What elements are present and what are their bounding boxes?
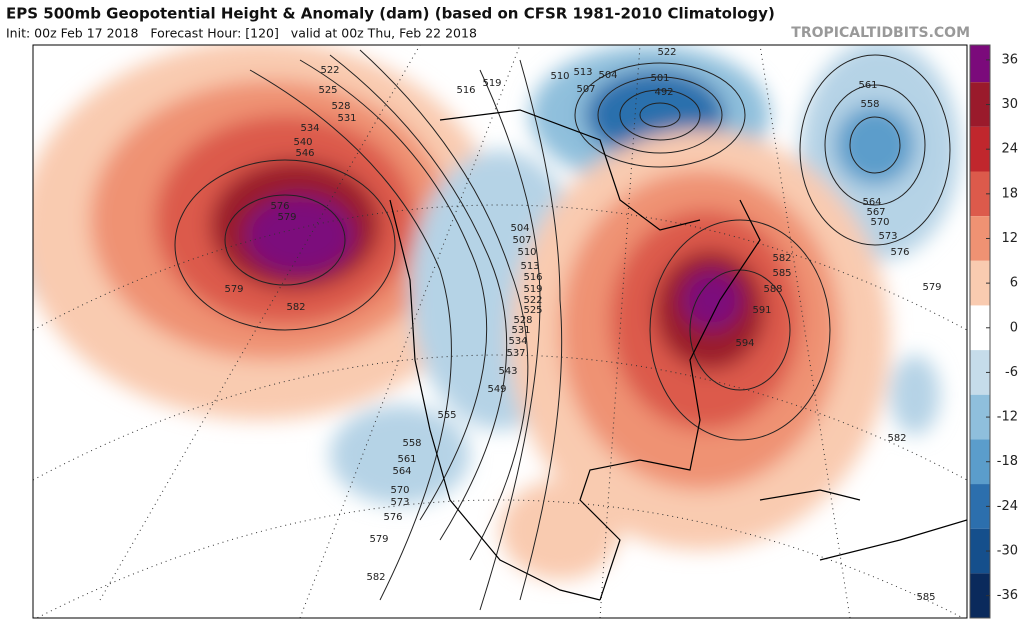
colorbar-segment — [970, 126, 990, 172]
contour-label: 582 — [366, 572, 385, 583]
contour-label: 534 — [300, 123, 319, 134]
colorbar-segment — [970, 484, 990, 529]
contour-label: 516 — [523, 272, 542, 283]
contour-label: 564 — [862, 197, 881, 208]
colorbar-tick-label: 18 — [1001, 186, 1018, 201]
contour-label: 510 — [550, 71, 569, 82]
contour-label: 582 — [772, 253, 791, 264]
colorbar-tick-label: -18 — [997, 454, 1018, 469]
colorbar-segment — [970, 305, 990, 351]
contour-label: 576 — [890, 247, 909, 258]
colorbar-tick-label: -12 — [997, 410, 1018, 425]
contour-label: 528 — [331, 101, 350, 112]
contour-label: 531 — [337, 113, 356, 124]
subtitle: Init: 00z Feb 17 2018 Forecast Hour: [12… — [6, 26, 477, 41]
contour-label: 507 — [576, 84, 595, 95]
contour-label: 516 — [456, 85, 475, 96]
contour-label: 519 — [523, 284, 542, 295]
colorbar-segment — [970, 528, 990, 574]
colorbar-tick-label: 24 — [1001, 142, 1018, 157]
map: 5225255285315345405465765795795825165195… — [33, 45, 967, 618]
colorbar-segment — [970, 171, 990, 217]
contour-label: 522 — [320, 65, 339, 76]
colorbar-tick-label: 6 — [1010, 276, 1018, 291]
contour-label: 579 — [224, 284, 243, 295]
contour-label: 549 — [487, 384, 506, 395]
contour-label: 585 — [916, 592, 935, 603]
contour-label: 561 — [858, 80, 877, 91]
colorbar-segment — [970, 573, 990, 618]
colorbar-segment — [970, 82, 990, 127]
map-frame — [32, 44, 968, 619]
contour-label: 558 — [402, 438, 421, 449]
contour-label: 579 — [369, 534, 388, 545]
colorbar-segment — [970, 216, 990, 261]
contour-labels: 5225255285315345405465765795795825165195… — [224, 47, 941, 603]
colorbar-segment — [970, 439, 990, 485]
contour-label: 519 — [482, 78, 501, 89]
contour-label: 558 — [860, 99, 879, 110]
graticule — [33, 45, 967, 618]
colorbar-tick-label: 36 — [1001, 52, 1018, 67]
coastlines — [389, 109, 967, 601]
contour-label: 591 — [752, 305, 771, 316]
colorbar-frame — [969, 44, 991, 619]
contour-label: 588 — [763, 284, 782, 295]
contour-label: 573 — [878, 231, 897, 242]
contour-label: 582 — [887, 433, 906, 444]
contour-label: 537 — [506, 348, 525, 359]
contour-label: 564 — [392, 466, 411, 477]
colorbar-tick-label: 30 — [1001, 97, 1018, 112]
contour-label: 531 — [511, 325, 530, 336]
contour-label: 492 — [654, 87, 673, 98]
colorbar-tick-label: -24 — [997, 499, 1018, 514]
contour-label: 567 — [866, 207, 885, 218]
contour-label: 504 — [510, 223, 529, 234]
title: EPS 500mb Geopotential Height & Anomaly … — [6, 5, 775, 23]
contour-label: 504 — [598, 70, 617, 81]
contour-label: 543 — [498, 366, 517, 377]
contour-label: 579 — [922, 282, 941, 293]
contour-label: 513 — [520, 261, 539, 272]
contour-label: 579 — [277, 212, 296, 223]
height-contours — [174, 49, 951, 611]
site-label: TROPICALTIDBITS.COM — [791, 25, 970, 41]
contour-label: 525 — [318, 85, 337, 96]
colorbar-tick-label: 12 — [1001, 231, 1018, 246]
contour-label: 546 — [295, 148, 314, 159]
contour-label: 582 — [286, 302, 305, 313]
contour-label: 573 — [390, 497, 409, 508]
contour-label: 570 — [870, 217, 889, 228]
contour-label: 501 — [650, 73, 669, 84]
contour-label: 540 — [293, 137, 312, 148]
colorbar: 36 30 24 18 12 6 0 -6 -12 -18 -24 -30 -36 — [969, 44, 1018, 619]
contour-label: 534 — [508, 336, 527, 347]
contour-label: 513 — [573, 67, 592, 78]
contour-label: 507 — [512, 235, 531, 246]
contour-label: 522 — [657, 47, 676, 58]
contour-label: 576 — [270, 201, 289, 212]
colorbar-segment — [970, 394, 990, 440]
contour-label: 576 — [383, 512, 402, 523]
colorbar-tick-label: -6 — [1005, 365, 1018, 380]
contour-label: 525 — [523, 305, 542, 316]
colorbar-segment — [970, 45, 990, 83]
contour-label: 510 — [517, 247, 536, 258]
contour-label: 522 — [523, 295, 542, 306]
contour-label: 555 — [437, 410, 456, 421]
colorbar-segment — [970, 350, 990, 395]
colorbar-tick-label: -36 — [997, 588, 1018, 603]
contour-label: 528 — [513, 315, 532, 326]
colorbar-tick-label: 0 — [1010, 320, 1018, 335]
colorbar-tick-label: -30 — [997, 544, 1018, 559]
contour-label: 561 — [397, 454, 416, 465]
anomaly-field — [33, 45, 960, 580]
colorbar-segment — [970, 260, 990, 306]
contour-label: 570 — [390, 485, 409, 496]
contour-label: 585 — [772, 268, 791, 279]
contour-label: 594 — [735, 338, 754, 349]
